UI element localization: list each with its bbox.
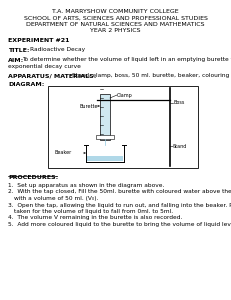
Text: APPARATUS/ MATERIALS:: APPARATUS/ MATERIALS: [8,73,96,78]
Text: 1.  Set up apparatus as shown in the diagram above.: 1. Set up apparatus as shown in the diag… [8,183,164,188]
Text: DIAGRAM:: DIAGRAM: [8,82,44,87]
Bar [96,135,114,139]
Text: To determine whether the volume of liquid left in an emptying burette follows an: To determine whether the volume of liqui… [22,58,231,62]
Bar [48,86,198,168]
Text: 4.  The volume V remaining in the burette is also recorded.: 4. The volume V remaining in the burette… [8,215,182,220]
Text: AIM:: AIM: [8,58,24,62]
Text: DEPARTMENT OF NATURAL SCIENCES AND MATHEMATICS: DEPARTMENT OF NATURAL SCIENCES AND MATHE… [26,22,205,27]
Text: Radioactive Decay: Radioactive Decay [30,47,85,52]
Text: SCHOOL OF ARTS, SCIENCES AND PROFESSIONAL STUDIES: SCHOOL OF ARTS, SCIENCES AND PROFESSIONA… [24,16,207,20]
Text: Stand, clamp, boss, 50 ml. burette, beaker, colouring: Stand, clamp, boss, 50 ml. burette, beak… [72,73,229,78]
Text: taken for the volume of liquid to fall from 0ml. to 5ml.: taken for the volume of liquid to fall f… [14,209,173,214]
Text: YEAR 2 PHYSICS: YEAR 2 PHYSICS [90,28,141,34]
Text: Beaker: Beaker [55,151,72,155]
Text: Clamp: Clamp [117,92,133,98]
Text: 2.  With the tap closed, Fill the 50ml. burette with coloured water above the 0 : 2. With the tap closed, Fill the 50ml. b… [8,190,231,194]
Text: 5.  Add more coloured liquid to the burette to bring the volume of liquid level : 5. Add more coloured liquid to the buret… [8,222,231,227]
Text: with a volume of 50 ml. (V₀).: with a volume of 50 ml. (V₀). [14,196,98,201]
Text: EXPERIMENT #21: EXPERIMENT #21 [8,38,70,43]
Text: PROCEDURES:: PROCEDURES: [8,175,58,180]
Text: Stand: Stand [173,143,187,148]
Text: Burette: Burette [80,103,98,109]
Text: exponential decay curve: exponential decay curve [8,64,81,69]
Bar [100,94,110,140]
Text: 3.  Open the tap, allowing the liquid to run out, and falling into the beaker. R: 3. Open the tap, allowing the liquid to … [8,202,231,208]
Bar [87,156,123,161]
Text: Boss: Boss [173,100,184,106]
Text: TITLE:: TITLE: [8,47,30,52]
Text: T.A. MARRYSHOW COMMUNITY COLLEGE: T.A. MARRYSHOW COMMUNITY COLLEGE [52,9,179,14]
